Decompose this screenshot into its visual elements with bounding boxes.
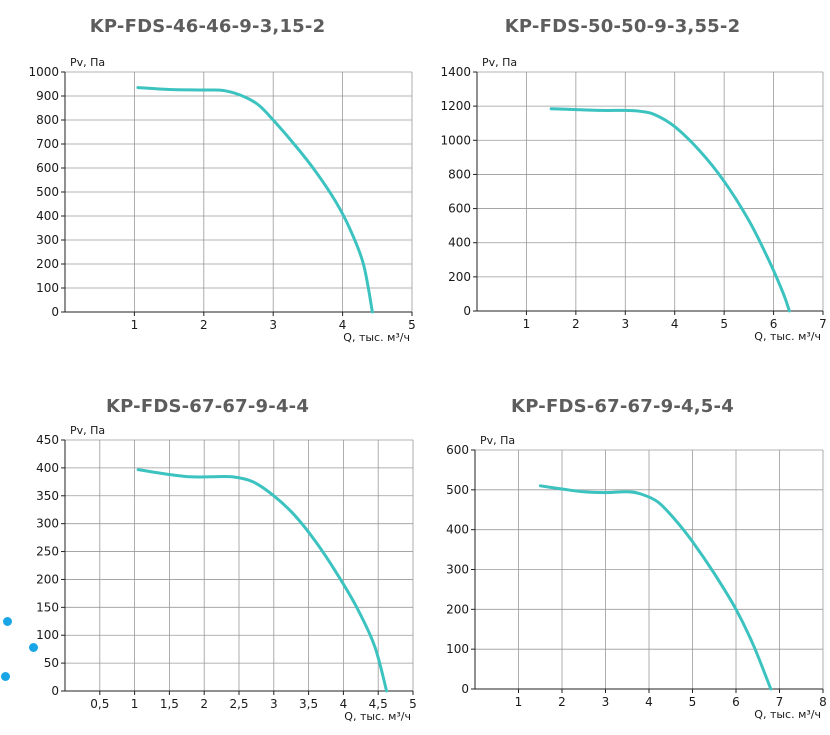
y-tick-label: 400 (446, 523, 469, 537)
x-tick-label: 7 (776, 695, 784, 709)
x-tick-label: 5 (408, 318, 416, 332)
y-tick-label: 500 (36, 185, 59, 199)
chart-panel-3: KP-FDS-67-67-9-4-4 0 50 100 150 200 250 300 350… (0, 380, 417, 735)
y-tick-label: 50 (44, 656, 59, 670)
x-tick-label: 4 (340, 697, 348, 711)
y-axis-label: Pv, Па (70, 424, 105, 437)
x-tick-label: 3 (621, 317, 629, 331)
y-tick-label: 350 (36, 489, 59, 503)
y-tick-label: 1200 (440, 99, 471, 113)
chart-svg: 0 100 200 300 400 500 600 700 800 900 1000 1 2 3 4 5 Pv,… (28, 56, 416, 344)
x-tick-label: 1 (523, 317, 531, 331)
x-tick-label: 2 (558, 695, 566, 709)
x-tick-label: 6 (732, 695, 740, 709)
chart-title: KP-FDS-50-50-9-3,55-2 (504, 16, 741, 37)
y-tick-label: 0 (461, 682, 469, 696)
y-tick-label: 200 (446, 602, 469, 616)
decorative-dot (29, 643, 38, 652)
x-tick-label: 3,5 (299, 697, 318, 711)
y-tick-label: 0 (51, 305, 59, 319)
y-tick-label: 600 (446, 443, 469, 457)
x-axis-label: Q, тыс. м³/ч (754, 330, 821, 343)
x-axis-label: Q, тыс. м³/ч (344, 710, 411, 723)
x-tick-label: 3 (269, 318, 277, 332)
y-tick-label: 100 (446, 642, 469, 656)
x-tick-label: 5 (409, 697, 417, 711)
chart-title: KP-FDS-67-67-9-4-4 (105, 396, 310, 417)
y-tick-label: 800 (36, 113, 59, 127)
decorative-dot (3, 617, 12, 626)
y-tick-label: 800 (448, 167, 471, 181)
y-tick-label: 200 (448, 270, 471, 284)
y-tick-label: 300 (36, 517, 59, 531)
x-tick-label: 4,5 (369, 697, 388, 711)
x-tick-label: 2 (572, 317, 580, 331)
series-line (136, 468, 389, 693)
x-tick-label: 3 (602, 695, 610, 709)
y-axis-label: Pv, Па (480, 434, 515, 447)
y-tick-label: 400 (448, 236, 471, 250)
x-tick-label: 1 (515, 695, 523, 709)
y-tick-label: 600 (36, 161, 59, 175)
x-tick-label: 2 (200, 697, 208, 711)
x-tick-label: 3 (270, 697, 278, 711)
chart-panel-2: KP-FDS-50-50-9-3,55-2 0 200 400 600 800 1000 1… (415, 0, 830, 345)
y-tick-label: 900 (36, 89, 59, 103)
x-tick-label: 1 (131, 318, 139, 332)
decorative-dot (1, 672, 10, 681)
y-axis-label: Pv, Па (70, 56, 105, 69)
x-tick-label: 5 (720, 317, 728, 331)
x-tick-label: 5 (689, 695, 697, 709)
x-tick-label: 4 (339, 318, 347, 332)
y-tick-label: 1400 (440, 65, 471, 79)
x-tick-label: 8 (819, 695, 827, 709)
y-tick-label: 300 (36, 233, 59, 247)
series-line (549, 107, 791, 313)
chart-panel-4: KP-FDS-67-67-9-4,5-4 0 100 200 300 400 500 600… (415, 380, 830, 735)
chart-svg: 0 200 400 600 800 1000 1200 1400 1 2 3 4 5 6 7 Pv, Па Q,… (440, 56, 827, 343)
series-line (136, 86, 374, 314)
y-tick-label: 500 (446, 483, 469, 497)
x-tick-label: 4 (645, 695, 653, 709)
y-tick-label: 300 (446, 563, 469, 577)
x-tick-label: 6 (770, 317, 778, 331)
chart-svg: 0 50 100 150 200 250 300 350 400 450 0,5 1 1,5 2 2,5 3 3… (36, 424, 417, 723)
y-tick-label: 600 (448, 202, 471, 216)
y-tick-label: 1000 (440, 133, 471, 147)
chart-title: KP-FDS-67-67-9-4,5-4 (511, 396, 734, 417)
chart-svg: 0 100 200 300 400 500 600 1 2 3 4 5 6 7 8 Pv, Па Q, тыс.… (446, 434, 827, 721)
y-axis-label: Pv, Па (482, 56, 517, 69)
y-tick-label: 400 (36, 209, 59, 223)
y-tick-label: 0 (51, 684, 59, 698)
x-axis-label: Q, тыс. м³/ч (754, 708, 821, 721)
x-tick-label: 1 (131, 697, 139, 711)
x-tick-label: 4 (671, 317, 679, 331)
chart-title: KP-FDS-46-46-9-3,15-2 (89, 16, 326, 37)
x-tick-label: 1,5 (160, 697, 179, 711)
x-tick-label: 2 (200, 318, 208, 332)
y-tick-label: 100 (36, 628, 59, 642)
y-tick-label: 450 (36, 433, 59, 447)
y-tick-label: 0 (463, 304, 471, 318)
y-tick-label: 200 (36, 257, 59, 271)
y-tick-label: 400 (36, 461, 59, 475)
x-tick-label: 2,5 (229, 697, 248, 711)
x-tick-label: 7 (819, 317, 827, 331)
y-tick-label: 150 (36, 600, 59, 614)
y-tick-label: 700 (36, 137, 59, 151)
y-tick-label: 100 (36, 281, 59, 295)
y-tick-label: 250 (36, 545, 59, 559)
chart-panel-1: KP-FDS-46-46-9-3,15-2 0 100 200 300 400 500 60… (0, 0, 415, 345)
x-tick-label: 0,5 (90, 697, 109, 711)
y-tick-label: 200 (36, 572, 59, 586)
y-tick-label: 1000 (28, 65, 59, 79)
series-line (538, 484, 773, 691)
x-axis-label: Q, тыс. м³/ч (343, 331, 410, 344)
